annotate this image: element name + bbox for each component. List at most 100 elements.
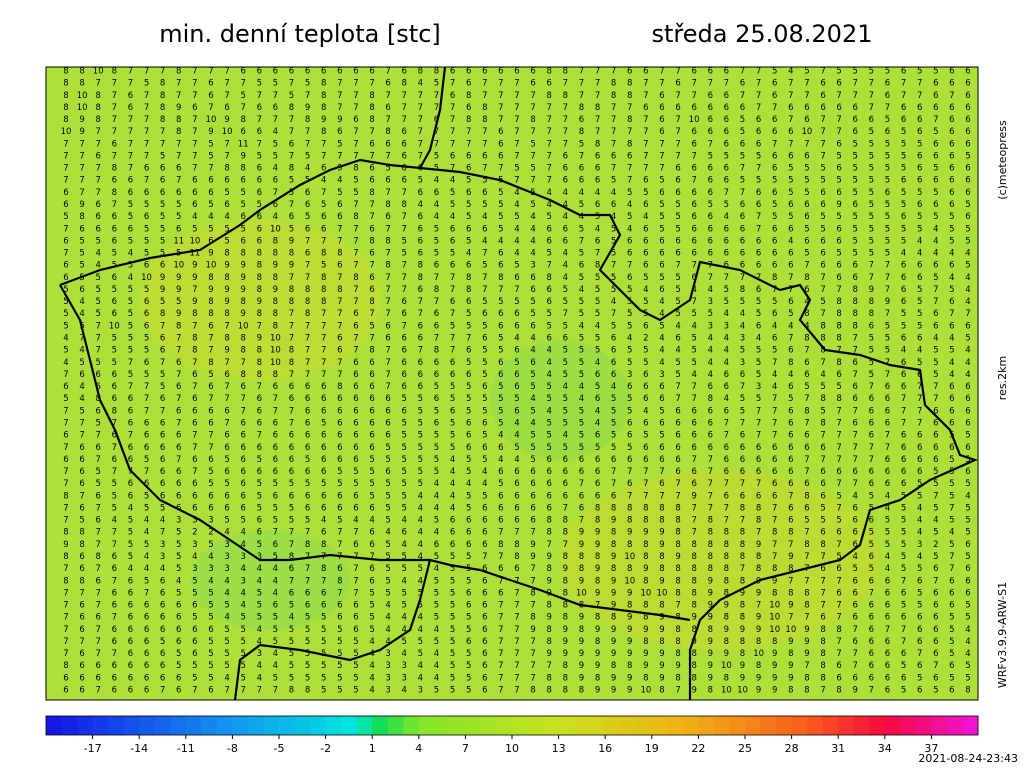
colorbar — [45, 715, 979, 736]
grid-value: 6 — [836, 467, 841, 477]
grid-value: 6 — [659, 115, 664, 125]
grid-value: 6 — [643, 176, 648, 186]
grid-value: 6 — [305, 418, 310, 428]
grid-value: 6 — [305, 431, 310, 441]
grid-value: 7 — [224, 67, 229, 77]
grid-value: 6 — [353, 406, 358, 416]
grid-value: 7 — [563, 127, 568, 137]
grid-value: 4 — [450, 176, 455, 186]
grid-value: 8 — [869, 309, 874, 319]
grid-value: 3 — [128, 261, 133, 271]
grid-value: 3 — [208, 516, 213, 526]
grid-value: 6 — [96, 516, 101, 526]
grid-value: 6 — [305, 67, 310, 77]
grid-value: 5 — [402, 564, 407, 574]
grid-value: 5 — [144, 79, 149, 89]
grid-value: 6 — [289, 394, 294, 404]
grid-value: 5 — [901, 564, 906, 574]
grid-value: 7 — [595, 601, 600, 611]
grid-value: 8 — [160, 115, 165, 125]
grid-value: 6 — [418, 334, 423, 344]
grid-value: 6 — [482, 576, 487, 586]
grid-value: 11 — [189, 249, 200, 259]
colorbar-segment — [698, 716, 715, 735]
grid-value: 6 — [724, 139, 729, 149]
grid-value: 6 — [466, 224, 471, 234]
grid-value: 7 — [192, 431, 197, 441]
grid-value: 6 — [96, 200, 101, 210]
grid-value: 7 — [79, 637, 84, 647]
grid-value: 7 — [402, 103, 407, 113]
grid-value: 4 — [530, 236, 535, 246]
grid-value: 7 — [691, 79, 696, 89]
grid-value: 6 — [965, 164, 970, 174]
grid-value: 7 — [112, 528, 117, 538]
grid-value: 5 — [579, 443, 584, 453]
grid-value: 7 — [740, 479, 745, 489]
grid-value: 9 — [240, 309, 245, 319]
grid-value: 6 — [305, 588, 310, 598]
grid-value: 8 — [79, 212, 84, 222]
grid-value: 9 — [740, 588, 745, 598]
grid-value: 6 — [353, 394, 358, 404]
grid-value: 8 — [530, 686, 535, 696]
grid-value: 7 — [160, 139, 165, 149]
grid-value: 6 — [772, 224, 777, 234]
grid-value: 5 — [273, 625, 278, 635]
grid-value: 7 — [514, 649, 519, 659]
grid-value: 9 — [563, 625, 568, 635]
grid-value: 7 — [514, 637, 519, 647]
grid-value: 8 — [63, 528, 68, 538]
grid-value: 6 — [820, 200, 825, 210]
grid-value: 5 — [96, 479, 101, 489]
grid-value: 6 — [498, 503, 503, 513]
grid-value: 6 — [240, 491, 245, 501]
grid-value: 8 — [820, 321, 825, 331]
grid-value: 5 — [450, 649, 455, 659]
grid-value: 7 — [498, 673, 503, 683]
grid-value: 4 — [63, 334, 68, 344]
grid-value: 5 — [305, 625, 310, 635]
grid-value: 5 — [563, 370, 568, 380]
grid-value: 7 — [224, 358, 229, 368]
grid-value: 6 — [756, 321, 761, 331]
grid-value: 5 — [144, 285, 149, 295]
grid-value: 7 — [917, 418, 922, 428]
grid-value: 7 — [160, 127, 165, 137]
grid-value: 7 — [63, 613, 68, 623]
grid-value: 9 — [579, 661, 584, 671]
grid-value: 9 — [192, 273, 197, 283]
grid-value: 5 — [144, 236, 149, 246]
grid-value: 6 — [418, 321, 423, 331]
grid-value: 5 — [724, 285, 729, 295]
grid-value: 5 — [917, 321, 922, 331]
grid-value: 6 — [240, 455, 245, 465]
grid-value: 7 — [402, 224, 407, 234]
colorbar-ticks: -17 -14 -11 -8 -5 -2 1 4 7 10 13 16 19 22 25 28 31 34 37 — [84, 735, 938, 755]
grid-value: 4 — [128, 503, 133, 513]
grid-value: 7 — [79, 491, 84, 501]
grid-value: 5 — [192, 224, 197, 234]
grid-value: 7 — [563, 309, 568, 319]
grid-value: 6 — [933, 309, 938, 319]
grid-value: 6 — [498, 516, 503, 526]
grid-value: 6 — [353, 115, 358, 125]
grid-value: 5 — [434, 151, 439, 161]
grid-value: 5 — [933, 479, 938, 489]
grid-value: 8 — [804, 588, 809, 598]
grid-value: 6 — [498, 564, 503, 574]
grid-value: 5 — [63, 212, 68, 222]
grid-value: 7 — [514, 661, 519, 671]
grid-value: 6 — [820, 236, 825, 246]
grid-value: 4 — [917, 503, 922, 513]
grid-value: 6 — [514, 346, 519, 356]
grid-value: 4 — [885, 564, 890, 574]
grid-value: 5 — [128, 309, 133, 319]
grid-value: 4 — [933, 334, 938, 344]
grid-value: 6 — [273, 103, 278, 113]
grid-value: 6 — [289, 588, 294, 598]
cool-area — [190, 530, 350, 630]
grid-value: 4 — [724, 394, 729, 404]
grid-value: 5 — [595, 443, 600, 453]
grid-value: 6 — [772, 151, 777, 161]
